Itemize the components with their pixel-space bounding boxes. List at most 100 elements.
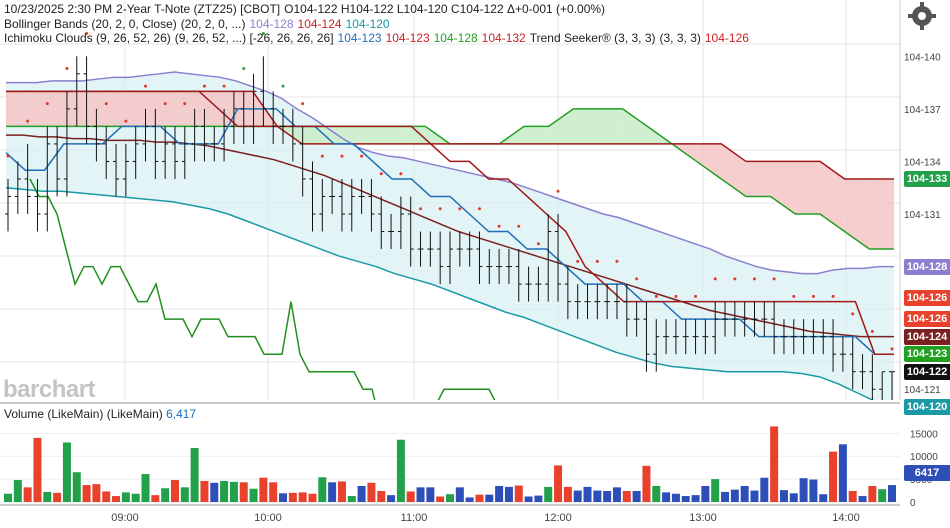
volume-bar	[180, 487, 189, 502]
ohlc-bar	[780, 319, 787, 355]
ichimoku-cloud	[721, 143, 746, 197]
trend-seeker-dot	[124, 119, 128, 123]
trend-seeker-dot	[458, 207, 462, 211]
volume-bar	[436, 496, 445, 502]
volume-bar	[337, 481, 346, 502]
ohlc-bar	[447, 231, 453, 285]
volume-bar	[357, 485, 366, 502]
line2-item: Bollinger Bands (20, 2, 0, Close)	[4, 17, 177, 31]
volume-bar	[760, 477, 769, 502]
volume-bar	[13, 480, 22, 502]
ichimoku-legend: Ichimoku Clouds (9, 26, 52, 26) (9, 26, 5…	[4, 31, 753, 46]
volume-bar	[711, 479, 720, 502]
ohlc-bar	[270, 91, 277, 144]
volume-bar	[583, 486, 592, 502]
volume-bar	[485, 494, 494, 502]
volume-bar	[33, 437, 42, 502]
time-tick-label: 09:00	[111, 512, 139, 524]
trend-seeker-dot	[870, 329, 874, 333]
volume-bar	[416, 487, 425, 502]
ohlc-bar	[505, 249, 512, 285]
trend-seeker-dot	[144, 84, 148, 88]
volume-bar	[671, 493, 680, 502]
trend-seeker-dot	[6, 154, 10, 158]
trend-seeker-dot	[419, 207, 423, 211]
ohlc-bar	[132, 126, 139, 179]
trend-seeker-dot	[890, 347, 894, 351]
ohlc-bar	[790, 319, 797, 355]
ohlc-bar	[358, 178, 365, 214]
volume-bar	[681, 496, 690, 502]
ohlc-bar	[73, 56, 80, 127]
price-chart[interactable]: 104-140 104-137 104-134 104-131 104-121	[0, 0, 950, 400]
ohlc-bar	[437, 231, 444, 285]
volume-bar	[603, 491, 612, 502]
trend-seeker-dot	[340, 154, 344, 158]
ohlc-bar	[653, 319, 660, 372]
ohlc-bar	[93, 108, 100, 162]
ohlc-bar	[604, 284, 611, 320]
gear-icon[interactable]	[908, 2, 936, 30]
volume-bar	[318, 477, 327, 502]
ichimoku-cloud	[129, 91, 154, 127]
volume-bar	[730, 489, 739, 502]
ohlc-bar	[388, 214, 395, 250]
ohlc-bar	[633, 301, 640, 337]
ichimoku-cloud	[573, 108, 598, 144]
ohlc-bar	[221, 108, 228, 162]
ichimoku-cloud	[869, 178, 894, 250]
volume-bar	[426, 487, 435, 502]
trend-seeker-dot	[654, 294, 658, 298]
ohlc-bar	[14, 161, 21, 214]
ichimoku-cloud	[178, 91, 204, 127]
price-tick-label: 104-134	[904, 157, 941, 168]
volume-bar	[53, 492, 62, 502]
trend-seeker-dot	[45, 102, 49, 106]
ohlc-bar	[5, 178, 11, 232]
volume-value: 6,417	[166, 407, 197, 421]
volume-bar	[779, 490, 788, 502]
line3-item: 104-126	[704, 31, 749, 45]
volume-bar	[131, 493, 140, 502]
trend-seeker-dot	[674, 294, 678, 298]
volume-bar	[563, 486, 572, 502]
volume-bar	[279, 493, 288, 502]
trend-seeker-dot	[85, 32, 89, 36]
ohlc-bar	[663, 319, 670, 355]
ohlc-bar	[584, 284, 591, 320]
ichimoku-cloud	[154, 91, 179, 127]
trend-seeker-dot	[851, 312, 855, 316]
line2-item: 104-128	[249, 17, 294, 31]
trend-seeker-dot	[281, 84, 285, 88]
trend-seeker-dot	[261, 32, 265, 36]
ichimoku-cloud	[795, 161, 820, 214]
ohlc-bar	[34, 178, 41, 232]
volume-sub: (LikeMain)	[106, 407, 163, 421]
volume-bar	[288, 492, 297, 502]
ohlc-bar	[201, 108, 208, 162]
ohlc-bar	[594, 284, 601, 320]
ichimoku-cloud	[622, 108, 648, 144]
volume-bar	[23, 487, 32, 502]
trend-seeker-dot	[379, 172, 383, 176]
volume-bar	[347, 496, 356, 502]
volume-bar	[377, 491, 386, 502]
volume-bar	[121, 492, 130, 502]
volume-bar	[514, 485, 523, 502]
ohlc-bar	[260, 56, 267, 127]
ohlc-bar	[722, 301, 729, 337]
volume-bar	[102, 491, 111, 502]
ichimoku-cloud	[746, 161, 771, 197]
volume-bar	[72, 472, 81, 502]
price-badge: 104-120	[904, 398, 950, 415]
trend-seeker-dot	[595, 259, 599, 263]
ohlc-bar	[378, 196, 385, 250]
volume-bar	[554, 465, 563, 502]
ohlc-bar	[859, 354, 866, 390]
ohlc-bar	[672, 319, 679, 355]
line1-item: O104-122 H104-122 L104-120 C104-122 Δ+0-…	[284, 2, 606, 16]
ohlc-bar	[731, 301, 738, 337]
ohlc-bar	[329, 178, 336, 214]
volume-bar	[475, 494, 484, 502]
